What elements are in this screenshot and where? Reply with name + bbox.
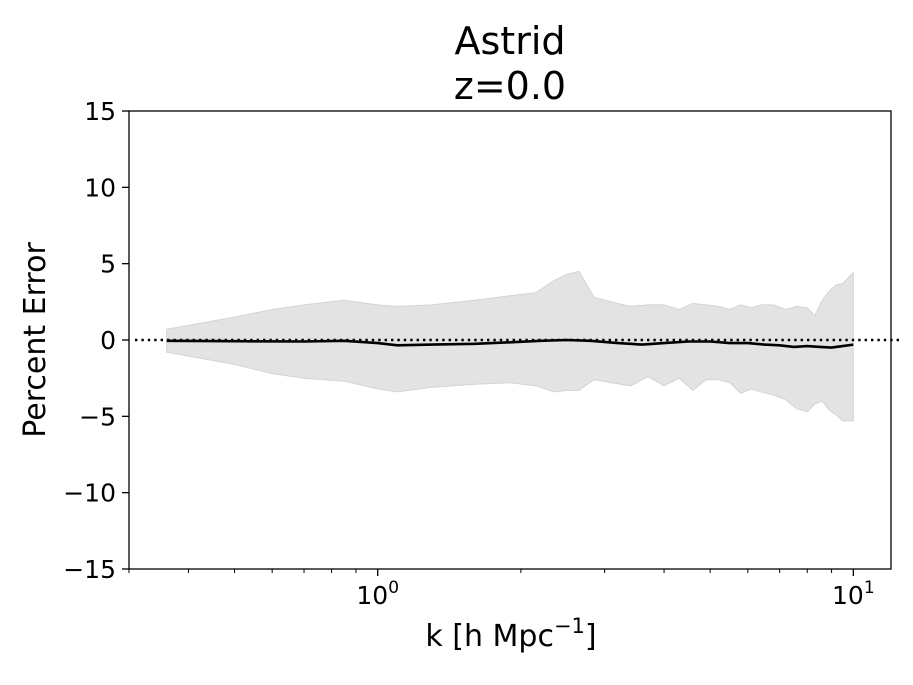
x-axis-label-main: k [h Mpc xyxy=(425,619,554,654)
chart-title: Astrid xyxy=(455,19,566,63)
x-tick-label-base: 10 xyxy=(356,581,388,610)
y-tick-label: 10 xyxy=(84,173,116,202)
chart-subtitle: z=0.0 xyxy=(454,64,566,108)
y-tick-label: 5 xyxy=(100,250,116,279)
y-tick-label: −15 xyxy=(63,555,116,584)
error-band xyxy=(166,270,854,422)
x-axis-label-exponent: −1 xyxy=(554,614,585,638)
mean-error-line xyxy=(166,338,854,349)
y-axis-label: Percent Error xyxy=(18,242,53,438)
x-tick-label-base: 10 xyxy=(832,581,864,610)
y-tick-label: −5 xyxy=(79,402,116,431)
y-tick-label: −10 xyxy=(63,479,116,508)
x-axis-label: k [h Mpc−1] xyxy=(425,614,596,654)
y-tick-label: 0 xyxy=(100,326,116,355)
x-tick-label-exponent: 0 xyxy=(388,578,399,598)
x-tick-label: 100 xyxy=(356,578,399,610)
x-axis-label-suffix: ] xyxy=(585,619,597,654)
x-tick-label-exponent: 1 xyxy=(864,578,875,598)
y-tick-label: 15 xyxy=(84,97,116,126)
x-tick-label: 101 xyxy=(832,578,875,610)
